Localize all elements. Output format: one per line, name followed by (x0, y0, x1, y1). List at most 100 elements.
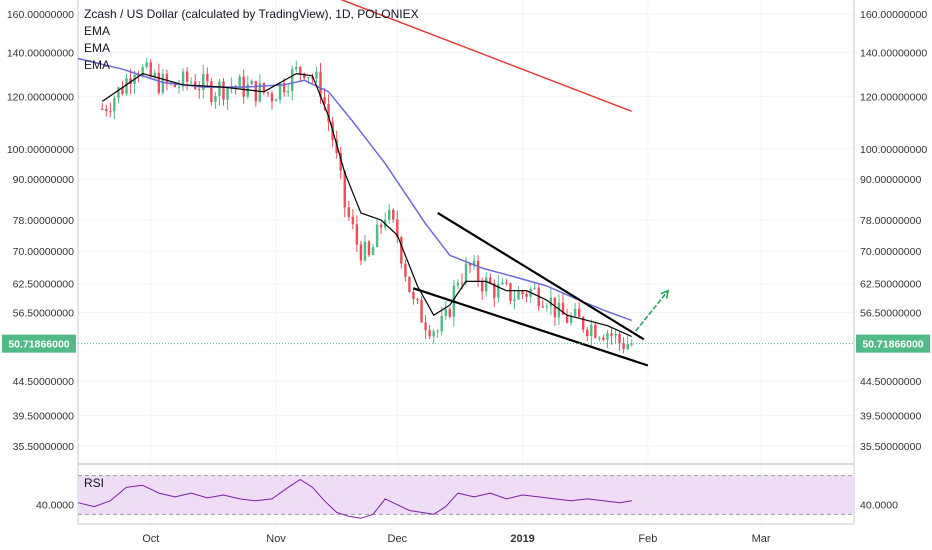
ema-200-line (340, 0, 632, 113)
candle-body (347, 207, 351, 217)
y-tick-label-left: 44.50000000 (13, 376, 74, 388)
candle-body (489, 277, 492, 284)
candle-body (557, 302, 561, 318)
candle-body (101, 108, 104, 110)
candle-body (408, 276, 411, 293)
rsi-line (77, 479, 632, 519)
candle-body (428, 330, 431, 337)
candle-body (177, 86, 181, 88)
candle-body (598, 337, 601, 339)
candle-body (404, 263, 407, 277)
candle-body (436, 331, 439, 333)
rsi-tick-right: 40.0000 (860, 500, 898, 512)
candle-body (476, 260, 480, 282)
candle-body (343, 170, 346, 208)
candle-body (113, 98, 116, 112)
candle-body (464, 263, 468, 283)
candle-body (472, 260, 476, 266)
candle-body (109, 111, 112, 113)
breakout-arrow-head (660, 289, 670, 299)
ema-label-1: EMA (84, 24, 111, 38)
candle-body (533, 287, 536, 289)
candle-body (517, 291, 520, 300)
candle-body (290, 69, 294, 92)
breakout-arrow-shaft (635, 290, 669, 332)
trendline-lower (413, 287, 649, 367)
candle-body (577, 309, 581, 318)
candle-body (586, 329, 589, 337)
candle-body (137, 74, 140, 77)
candle-body (185, 71, 189, 82)
candle-body (424, 322, 427, 331)
last-price-badge-left (2, 334, 76, 353)
candle-body (468, 263, 472, 266)
y-tick-label-right: 100.00000000 (860, 144, 927, 156)
y-tick-label-left: 78.00000000 (13, 215, 74, 227)
candle-body (299, 66, 302, 74)
chart-title: Zcash / US Dollar (calculated by Trading… (84, 7, 419, 21)
candle-body (513, 299, 516, 301)
candle-body (250, 81, 254, 85)
candle-body (323, 97, 326, 104)
candle-body (339, 153, 342, 171)
candle-body (493, 283, 496, 298)
x-tick-label: 2019 (510, 533, 534, 545)
candle-body (541, 306, 545, 308)
candle-body (286, 91, 290, 93)
x-tick-label: Nov (266, 533, 286, 545)
candle-body (480, 281, 484, 292)
candle-body (448, 309, 452, 317)
candle-body (501, 282, 504, 285)
y-tick-label-left: 56.50000000 (13, 308, 74, 320)
candle-body (311, 77, 314, 79)
candle-body (606, 333, 609, 340)
candle-body (460, 282, 464, 284)
candle-body (218, 81, 221, 96)
last-price-badge-right (856, 334, 930, 353)
y-tick-label-left: 160.00000000 (7, 9, 74, 21)
y-tick-label-right: 44.50000000 (860, 376, 921, 388)
candle-body (363, 241, 367, 261)
candle-body (456, 282, 460, 286)
candle-body (295, 66, 298, 70)
trendline-upper (437, 211, 645, 341)
candle-body (509, 283, 512, 301)
y-tick-label-left: 120.00000000 (7, 92, 74, 104)
candle-body (359, 244, 363, 261)
x-tick-label: Oct (142, 533, 159, 545)
candle-body (274, 99, 278, 102)
candle-body (573, 309, 577, 316)
candle-body (525, 294, 528, 297)
candle-body (355, 224, 359, 245)
y-tick-label-right: 78.00000000 (860, 215, 921, 227)
candle-body (400, 237, 403, 264)
candle-body (173, 83, 177, 88)
y-tick-label-right: 90.00000000 (860, 174, 921, 186)
y-tick-label-left: 140.00000000 (7, 47, 74, 59)
candle-body (416, 298, 419, 301)
y-tick-label-left: 70.00000000 (13, 246, 74, 258)
candle-body (505, 282, 508, 284)
candle-body (351, 216, 355, 225)
candle-body (392, 209, 395, 220)
candle-body (121, 87, 124, 95)
x-tick-label: Feb (638, 533, 657, 545)
candle-body (618, 333, 621, 343)
candle-body (282, 82, 286, 93)
candle-body (258, 82, 262, 102)
y-tick-label-right: 70.00000000 (860, 246, 921, 258)
candle-body (206, 73, 209, 82)
candle-body (549, 297, 553, 307)
candle-body (189, 81, 193, 83)
candle-body (553, 297, 557, 318)
y-tick-label-right: 62.50000000 (860, 279, 921, 291)
candle-body (278, 82, 282, 100)
candle-body (375, 224, 379, 248)
y-tick-label-right: 35.50000000 (860, 441, 921, 453)
candle-body (307, 77, 310, 79)
candle-body (327, 103, 330, 122)
candle-body (149, 62, 152, 77)
last-price-label-right: 50.71866000 (862, 339, 923, 351)
ema-short-line (101, 72, 632, 338)
